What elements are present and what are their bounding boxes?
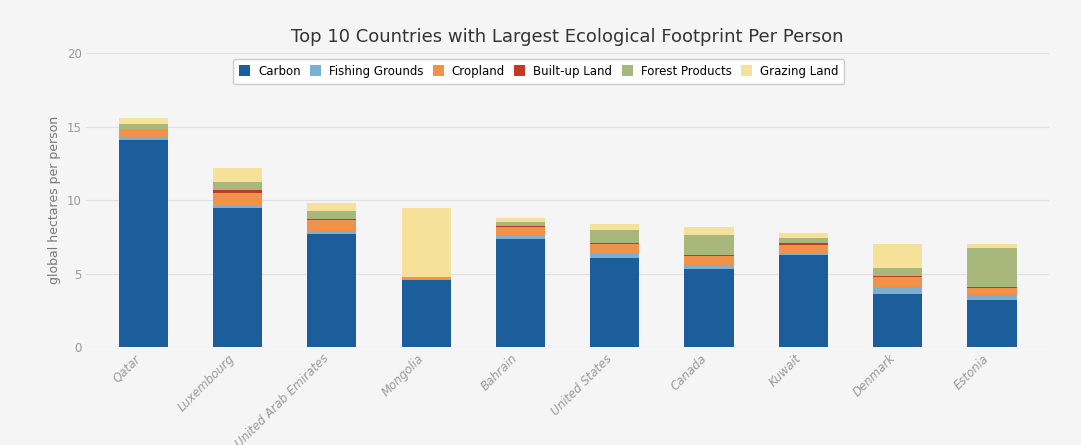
Bar [590, 230, 639, 243]
Bar [213, 182, 262, 190]
Bar [778, 254, 828, 255]
Bar [967, 295, 1016, 300]
Bar [213, 206, 262, 207]
Bar [401, 278, 451, 280]
Bar [119, 124, 168, 129]
Bar [307, 220, 357, 231]
Bar [307, 234, 357, 347]
Bar [873, 267, 922, 275]
Bar [873, 294, 922, 347]
Bar [307, 203, 357, 210]
Bar [119, 118, 168, 124]
Bar [590, 224, 639, 230]
Bar [401, 277, 451, 278]
Bar [873, 244, 922, 267]
Bar [213, 193, 262, 206]
Bar [967, 287, 1016, 288]
Bar [213, 190, 262, 193]
Bar [119, 129, 168, 138]
Bar [967, 300, 1016, 347]
Legend: Carbon, Fishing Grounds, Cropland, Built-up Land, Forest Products, Grazing Land: Carbon, Fishing Grounds, Cropland, Built… [233, 59, 844, 84]
Bar [778, 255, 828, 347]
Bar [307, 210, 357, 219]
Title: Top 10 Countries with Largest Ecological Footprint Per Person: Top 10 Countries with Largest Ecological… [291, 28, 844, 46]
Bar [213, 207, 262, 347]
Bar [684, 269, 734, 347]
Bar [496, 222, 545, 227]
Bar [590, 244, 639, 253]
Bar [684, 256, 734, 265]
Bar [873, 275, 922, 277]
Bar [213, 168, 262, 182]
Bar [967, 288, 1016, 295]
Bar [967, 244, 1016, 248]
Bar [967, 248, 1016, 287]
Bar [778, 243, 828, 246]
Bar [119, 138, 168, 140]
Y-axis label: global hectares per person: global hectares per person [49, 116, 62, 284]
Bar [307, 219, 357, 220]
Bar [590, 258, 639, 347]
Bar [307, 231, 357, 234]
Bar [496, 239, 545, 347]
Bar [401, 207, 451, 277]
Bar [119, 140, 168, 347]
Bar [778, 233, 828, 238]
Bar [873, 277, 922, 287]
Bar [684, 227, 734, 235]
Bar [496, 236, 545, 239]
Bar [590, 243, 639, 244]
Bar [496, 218, 545, 222]
Bar [873, 287, 922, 294]
Bar [684, 235, 734, 255]
Bar [496, 227, 545, 236]
Bar [684, 265, 734, 269]
Bar [778, 238, 828, 243]
Bar [684, 255, 734, 256]
Bar [590, 253, 639, 258]
Bar [778, 246, 828, 254]
Bar [401, 280, 451, 347]
